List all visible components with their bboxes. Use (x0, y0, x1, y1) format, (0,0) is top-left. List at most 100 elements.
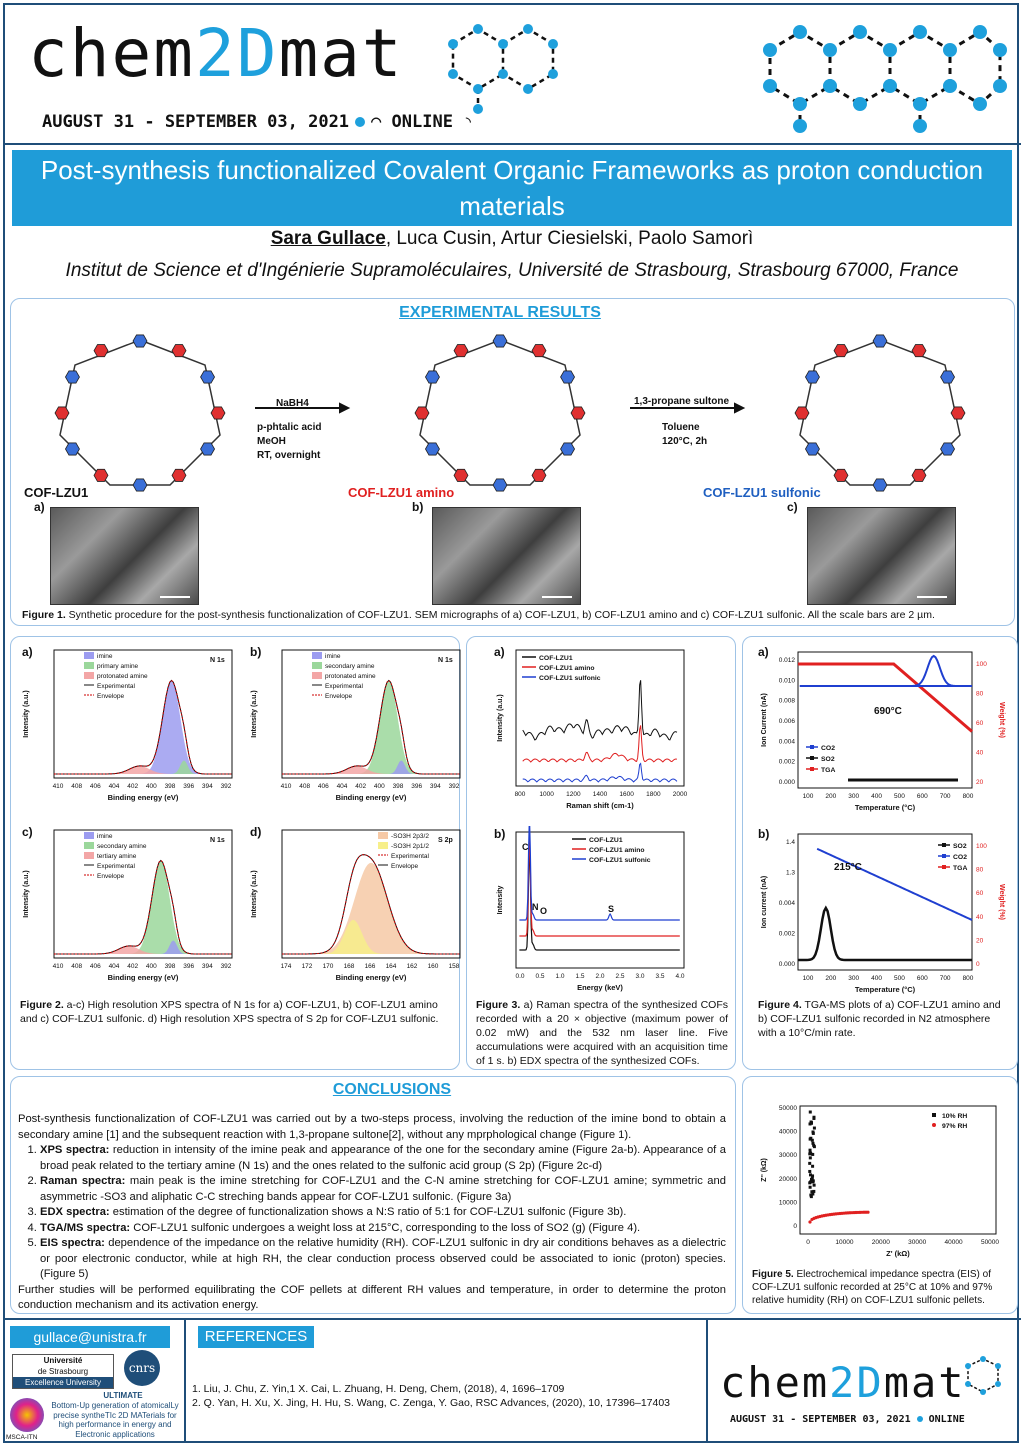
chart-text: 392 (221, 963, 232, 970)
benzene-ring-icon (873, 479, 887, 491)
ring-node-layer (30, 325, 1000, 505)
chart-text: 1200 (566, 791, 581, 798)
chart-text: 394 (430, 783, 441, 790)
chart-text: 300 (848, 975, 859, 982)
chart-text: 392 (221, 783, 232, 790)
chart-text: d) (250, 825, 261, 839)
co2-peak (800, 656, 972, 686)
eis-point-10rh (813, 1184, 816, 1187)
footer-conference-date: AUGUST 31 - SEPTEMBER 03, 2021 ONLINE (730, 1414, 965, 1425)
eis-point-10rh (809, 1137, 812, 1140)
chart-text: 1400 (593, 791, 608, 798)
eis-point-10rh (809, 1156, 812, 1159)
experimental-heading: EXPERIMENTAL RESULTS (300, 304, 700, 322)
legend-swatch (84, 852, 94, 859)
chart-text: COF-LZU1 (539, 655, 573, 662)
legend-swatch (84, 662, 94, 669)
sem-micrograph-b (432, 507, 581, 605)
raman-series (523, 680, 677, 740)
benzene-ring-icon (532, 345, 546, 357)
legend-marker (810, 767, 814, 771)
chart-text: 396 (411, 783, 422, 790)
chart-text: Temperature (°C) (855, 985, 916, 994)
chart-text: 410 (281, 783, 292, 790)
chart-text: Z'' (kΩ) (761, 1158, 768, 1182)
legend-swatch (378, 842, 388, 849)
benzene-ring-icon (561, 443, 575, 455)
msca-label: MSCA-ITN (6, 1434, 37, 1441)
co-authors: , Luca Cusin, Artur Ciesielski, Paolo Sa… (386, 228, 754, 249)
chart-text: 400 (146, 783, 157, 790)
chart-text: 398 (165, 783, 176, 790)
chart-text: Envelope (391, 863, 418, 870)
chart-text: 174 (281, 963, 292, 970)
chart-text: N (532, 902, 539, 912)
chart-text: 164 (386, 963, 397, 970)
reference-2: 2. Q. Yan, H. Xu, X. Jing, H. Hu, S. Wan… (192, 1396, 692, 1410)
benzene-ring-icon (941, 443, 955, 455)
chart-text: 800 (515, 791, 526, 798)
raman-series (523, 763, 677, 781)
xps-chart: c)N 1s410 408 406 404 402 400 398 396 394 392Bind… (18, 824, 240, 989)
wifi-icon: ◝ (453, 112, 473, 132)
chart-text: 30000 (779, 1152, 797, 1159)
chart-text: COF-LZU1 amino (589, 847, 645, 854)
chart-text: Ion current (nA) (761, 876, 768, 929)
chart-text: 700 (940, 975, 951, 982)
chart-text: 60 (976, 890, 984, 897)
eis-plot: 500004000030000200001000000 10000 20000 300… (752, 1098, 1012, 1268)
conference-date: AUGUST 31 - SEPTEMBER 03, 2021 ◠ ONLINE ◝ (42, 112, 473, 132)
legend-marker (942, 865, 946, 869)
chart-text: 166 (365, 963, 376, 970)
figure2-caption: Figure 2. a-c) High resolution XPS spect… (20, 998, 450, 1026)
chart-text: COF-LZU1 amino (539, 665, 595, 672)
eis-point-10rh (809, 1186, 812, 1189)
chart-text: Binding energy (eV) (108, 973, 179, 982)
chart-text: 1.0 (555, 973, 564, 980)
chart-text: 400 (871, 975, 882, 982)
chart-text: 0.004 (779, 900, 796, 907)
chart-text: c) (22, 825, 33, 839)
eis-point-10rh (811, 1165, 814, 1168)
chart-text: CO2 (821, 745, 835, 752)
footer-conference-logo: chem2Dmat (720, 1358, 966, 1408)
peak-component (54, 766, 232, 774)
chart-text: 2.5 (615, 973, 624, 980)
references-heading: REFERENCES (198, 1326, 314, 1348)
contact-email[interactable]: gullace@unistra.fr (10, 1326, 170, 1348)
chart-text: 600 (917, 793, 928, 800)
chart-text: 40 (976, 750, 984, 757)
chart-text: 0.000 (779, 961, 796, 968)
chart-text: Intensity (a.u.) (23, 690, 30, 737)
chart-text: Experimental (325, 683, 363, 690)
chart-text: O (540, 906, 547, 916)
benzene-ring-icon (133, 479, 147, 491)
sem-micrograph-c (807, 507, 956, 605)
eis-point-10rh (809, 1194, 812, 1197)
chart-text: imine (325, 653, 341, 660)
benzene-ring-icon (94, 469, 108, 481)
legend-swatch (84, 842, 94, 849)
benzene-ring-icon (201, 443, 215, 455)
eis-point-10rh (812, 1190, 815, 1193)
figure4-caption: Figure 4. TGA-MS plots of a) COF-LZU1 am… (758, 998, 1010, 1040)
chart-text: N 1s (210, 657, 225, 664)
dot-icon (355, 117, 365, 127)
chart-text: -SO3H 2p3/2 (391, 833, 429, 840)
unistra-logo: Université de Strasbourg Excellence Univ… (12, 1354, 114, 1389)
chart-text: 0.0 (515, 973, 524, 980)
benzene-ring-icon (834, 469, 848, 481)
benzene-ring-icon (133, 335, 147, 347)
so2-series (798, 908, 972, 960)
experimental-line (54, 680, 232, 774)
chart-text: 3.5 (655, 973, 664, 980)
chart-text: 158 (449, 963, 460, 970)
chart-text: 0.008 (779, 698, 796, 705)
chart-text: 20 (976, 937, 984, 944)
chart-text: 1.5 (575, 973, 584, 980)
chart-text: b) (250, 645, 261, 659)
legend-swatch (312, 672, 322, 679)
legend-swatch (84, 672, 94, 679)
legend-marker (810, 756, 814, 760)
chart-text: Intensity (a.u.) (497, 694, 504, 741)
